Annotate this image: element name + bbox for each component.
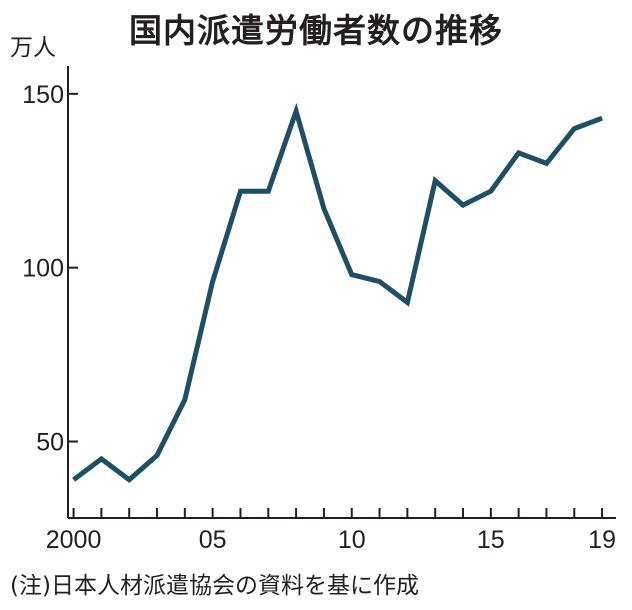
x-tick-label: 19 [588, 526, 616, 554]
y-tick-label: 150 [22, 81, 64, 109]
x-axis-ticks: 2000 05 10 15 19 [46, 508, 616, 554]
y-axis-unit-label: 万人 [10, 35, 56, 61]
y-tick-label: 50 [36, 429, 64, 457]
data-points [71, 109, 605, 483]
x-tick-label: 10 [338, 526, 366, 554]
y-axis-ticks: 50 100 150 [22, 81, 78, 457]
chart-title: 国内派遣労働者数の推移 [129, 11, 503, 50]
series-line [72, 102, 603, 484]
source-note: (注)日本人材派遣協会の資料を基に作成 [10, 573, 419, 599]
x-tick-label: 15 [477, 526, 505, 554]
x-tick-label: 2000 [46, 526, 102, 554]
y-tick-label: 100 [22, 255, 64, 283]
x-tick-label: 05 [199, 526, 227, 554]
